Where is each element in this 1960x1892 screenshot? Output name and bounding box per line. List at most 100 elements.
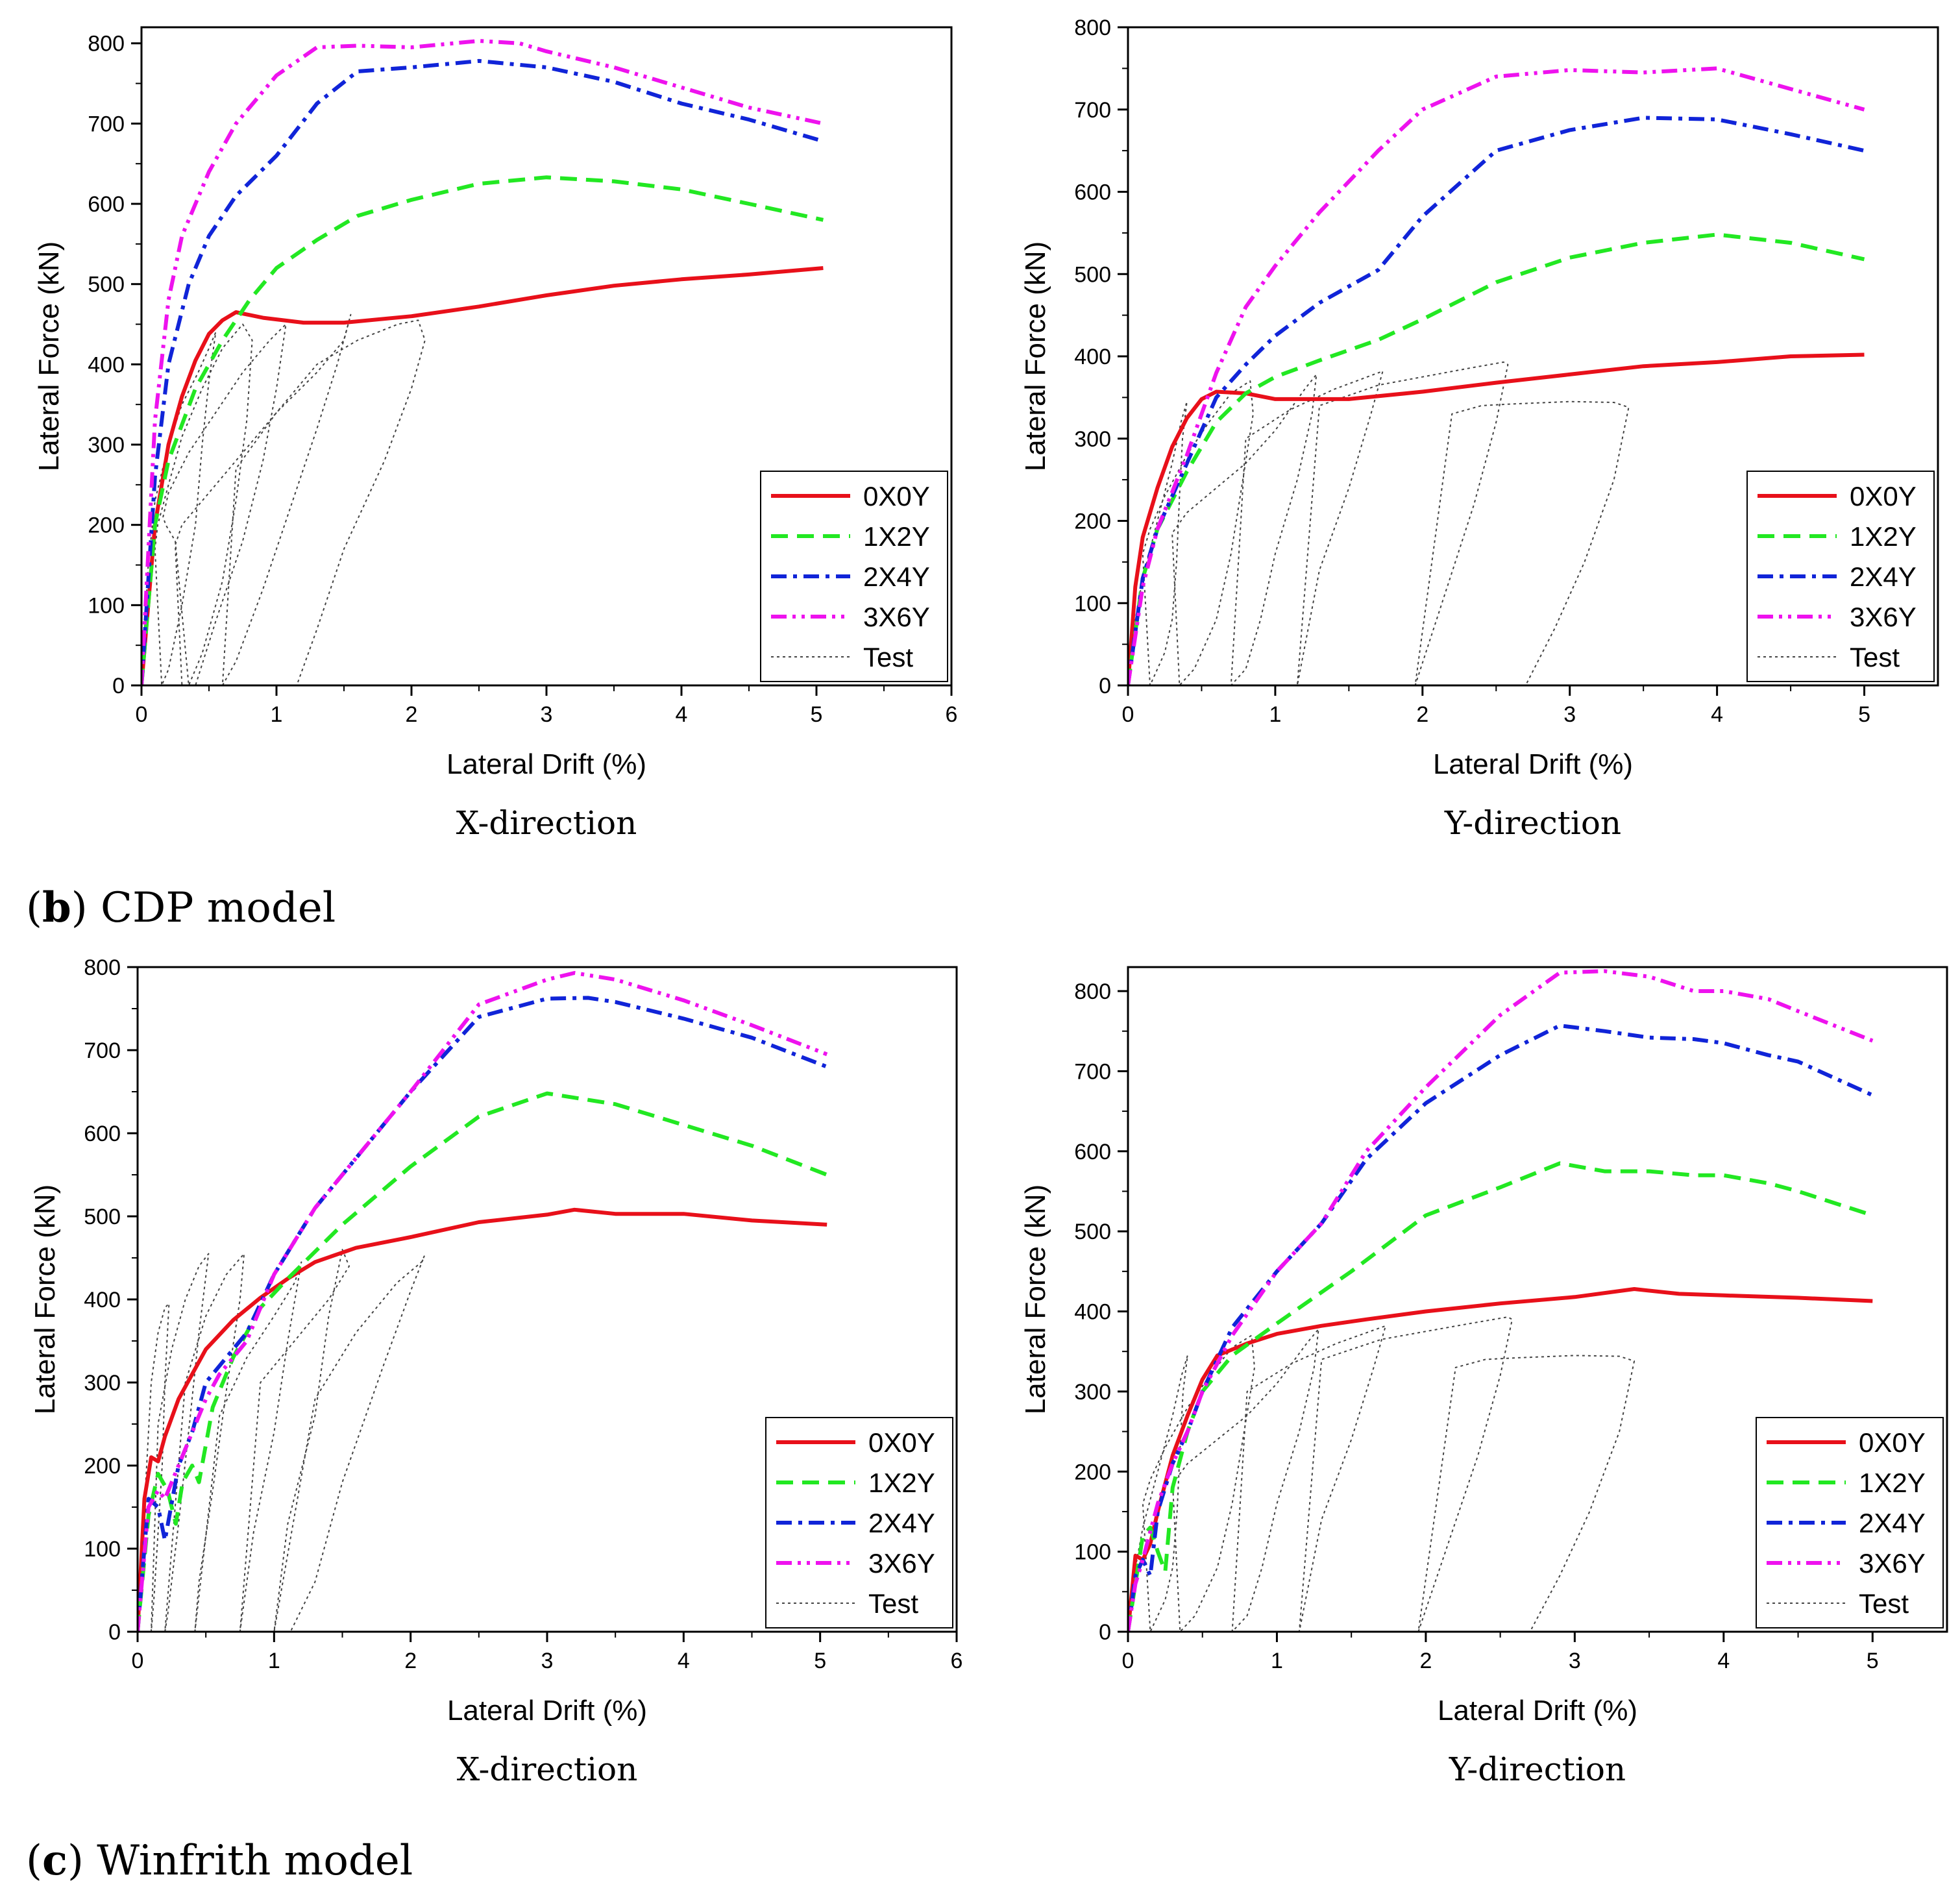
- y-tick-label: 500: [84, 1205, 121, 1229]
- series-line-2x4y: [141, 58, 824, 685]
- x-tick-label: 4: [1717, 1649, 1730, 1673]
- y-tick-label: 300: [84, 1371, 121, 1395]
- x-tick-label: 1: [1271, 1649, 1283, 1673]
- x-tick-label: 6: [951, 1649, 963, 1673]
- y-tick-label: 800: [1074, 16, 1111, 40]
- series-line-1x2y: [1128, 232, 1865, 685]
- series-line-3x6y: [1128, 66, 1865, 685]
- x-tick-label: 5: [814, 1649, 826, 1673]
- y-tick-label: 500: [88, 273, 125, 297]
- x-tick-label: 4: [676, 702, 688, 727]
- chart-panel-c-y-direction: 0 1 2 3 4 5 0 100 200 300 400 500 600 700 800 Lateral D…: [1020, 966, 1948, 1788]
- y-tick-label: 0: [108, 1620, 121, 1645]
- legend-label-0x0y: 0X0Y: [868, 1427, 935, 1458]
- x-tick-label: 3: [1563, 702, 1576, 727]
- x-tick-label: 5: [1867, 1649, 1879, 1673]
- y-tick-label: 0: [112, 674, 125, 698]
- y-tick-label: 100: [88, 593, 125, 618]
- y-tick-label: 500: [1074, 262, 1111, 287]
- x-axis-title: Lateral Drift (%): [447, 1695, 647, 1726]
- panel-caption: Y-direction: [1444, 804, 1621, 842]
- series-line-test: [138, 1249, 425, 1632]
- chart-panel-c-x-direction: 0 1 2 3 4 5 6 0 100 200 300 400 500 600 700 800 Lateral …: [29, 955, 962, 1788]
- legend-label-test: Test: [1859, 1588, 1909, 1619]
- x-tick-label: 5: [1858, 702, 1870, 727]
- legend-label-1x2y: 1X2Y: [863, 521, 930, 552]
- series-line-1x2y: [1128, 1161, 1874, 1632]
- x-tick-label: 2: [406, 702, 418, 727]
- legend-label-3x6y: 3X6Y: [1859, 1548, 1926, 1579]
- x-tick-label: 1: [268, 1649, 280, 1673]
- legend-label-2x4y: 2X4Y: [863, 561, 930, 592]
- y-tick-label: 300: [1074, 1380, 1111, 1405]
- x-axis-title: Lateral Drift (%): [1438, 1695, 1637, 1726]
- x-tick-label: 3: [1569, 1649, 1581, 1673]
- y-tick-label: 700: [84, 1038, 121, 1063]
- legend-label-3x6y: 3X6Y: [868, 1548, 935, 1579]
- series-line-0x0y: [138, 1207, 827, 1632]
- legend-label-3x6y: 3X6Y: [1850, 602, 1917, 632]
- legend: 0X0Y 1X2Y 2X4Y 3X6Y Test: [760, 471, 948, 682]
- x-tick-label: 0: [132, 1649, 144, 1673]
- legend-label-3x6y: 3X6Y: [863, 602, 930, 632]
- legend-label-1x2y: 1X2Y: [868, 1468, 935, 1498]
- series-line-3x6y: [141, 39, 824, 685]
- series-line-test: [141, 313, 426, 685]
- legend-label-2x4y: 2X4Y: [868, 1508, 935, 1538]
- legend-label-2x4y: 2X4Y: [1859, 1508, 1926, 1538]
- y-tick-label: 100: [1074, 591, 1111, 616]
- y-tick-label: 500: [1074, 1220, 1111, 1244]
- y-tick-label: 400: [88, 352, 125, 377]
- x-tick-label: 4: [1711, 702, 1723, 727]
- y-tick-label: 300: [1074, 427, 1111, 452]
- legend-label-1x2y: 1X2Y: [1859, 1468, 1926, 1498]
- y-tick-label: 800: [1074, 979, 1111, 1004]
- y-tick-label: 400: [1074, 345, 1111, 369]
- legend-label-0x0y: 0X0Y: [1859, 1427, 1926, 1458]
- panel-caption: X-direction: [457, 1751, 638, 1788]
- y-tick-label: 100: [1074, 1540, 1111, 1565]
- x-tick-label: 6: [946, 702, 958, 727]
- x-tick-label: 1: [1269, 702, 1281, 727]
- y-axis-title: Lateral Force (kN): [33, 241, 65, 472]
- x-axis-title: Lateral Drift (%): [1433, 748, 1633, 780]
- y-tick-label: 100: [84, 1537, 121, 1562]
- y-tick-label: 700: [1074, 98, 1111, 123]
- panel-caption: Y-direction: [1449, 1751, 1626, 1788]
- y-tick-label: 200: [1074, 1460, 1111, 1484]
- y-tick-label: 0: [1099, 674, 1111, 698]
- y-tick-label: 600: [1074, 1140, 1111, 1164]
- chart-panel-b-y-direction: 0 1 2 3 4 5 0 100 200 300 400 500 600 700 800 Lateral D…: [1020, 16, 1939, 842]
- series-line-3x6y: [1128, 969, 1874, 1632]
- legend-label-test: Test: [1850, 642, 1900, 672]
- x-tick-label: 1: [271, 702, 283, 727]
- legend: 0X0Y 1X2Y 2X4Y 3X6Y Test: [765, 1417, 953, 1628]
- x-tick-label: 2: [1419, 1649, 1432, 1673]
- series-line-test: [1128, 1316, 1635, 1632]
- x-tick-label: 4: [678, 1649, 690, 1673]
- y-axis-title: Lateral Force (kN): [29, 1185, 61, 1415]
- legend-label-1x2y: 1X2Y: [1850, 521, 1917, 552]
- y-tick-label: 300: [88, 433, 125, 458]
- y-tick-label: 600: [1074, 180, 1111, 205]
- series-line-2x4y: [1128, 116, 1865, 685]
- series-line-2x4y: [1128, 1024, 1874, 1632]
- section-label-b: (b) CDP model: [26, 883, 336, 932]
- y-tick-label: 200: [88, 513, 125, 538]
- y-tick-label: 700: [88, 112, 125, 136]
- panel-caption: X-direction: [456, 804, 637, 842]
- y-tick-label: 800: [84, 955, 121, 980]
- section-label-c: (c) Winfrith model: [26, 1836, 413, 1885]
- x-tick-label: 2: [1416, 702, 1428, 727]
- series-line-3x6y: [138, 971, 828, 1632]
- y-tick-label: 200: [1074, 510, 1111, 534]
- legend-label-2x4y: 2X4Y: [1850, 561, 1917, 592]
- y-tick-label: 400: [84, 1288, 121, 1312]
- legend-label-0x0y: 0X0Y: [863, 481, 930, 511]
- y-tick-label: 400: [1074, 1300, 1111, 1325]
- series-line-test: [1128, 361, 1630, 685]
- x-tick-label: 3: [541, 1649, 554, 1673]
- y-tick-label: 700: [1074, 1059, 1111, 1084]
- legend: 0X0Y 1X2Y 2X4Y 3X6Y Test: [1746, 471, 1935, 682]
